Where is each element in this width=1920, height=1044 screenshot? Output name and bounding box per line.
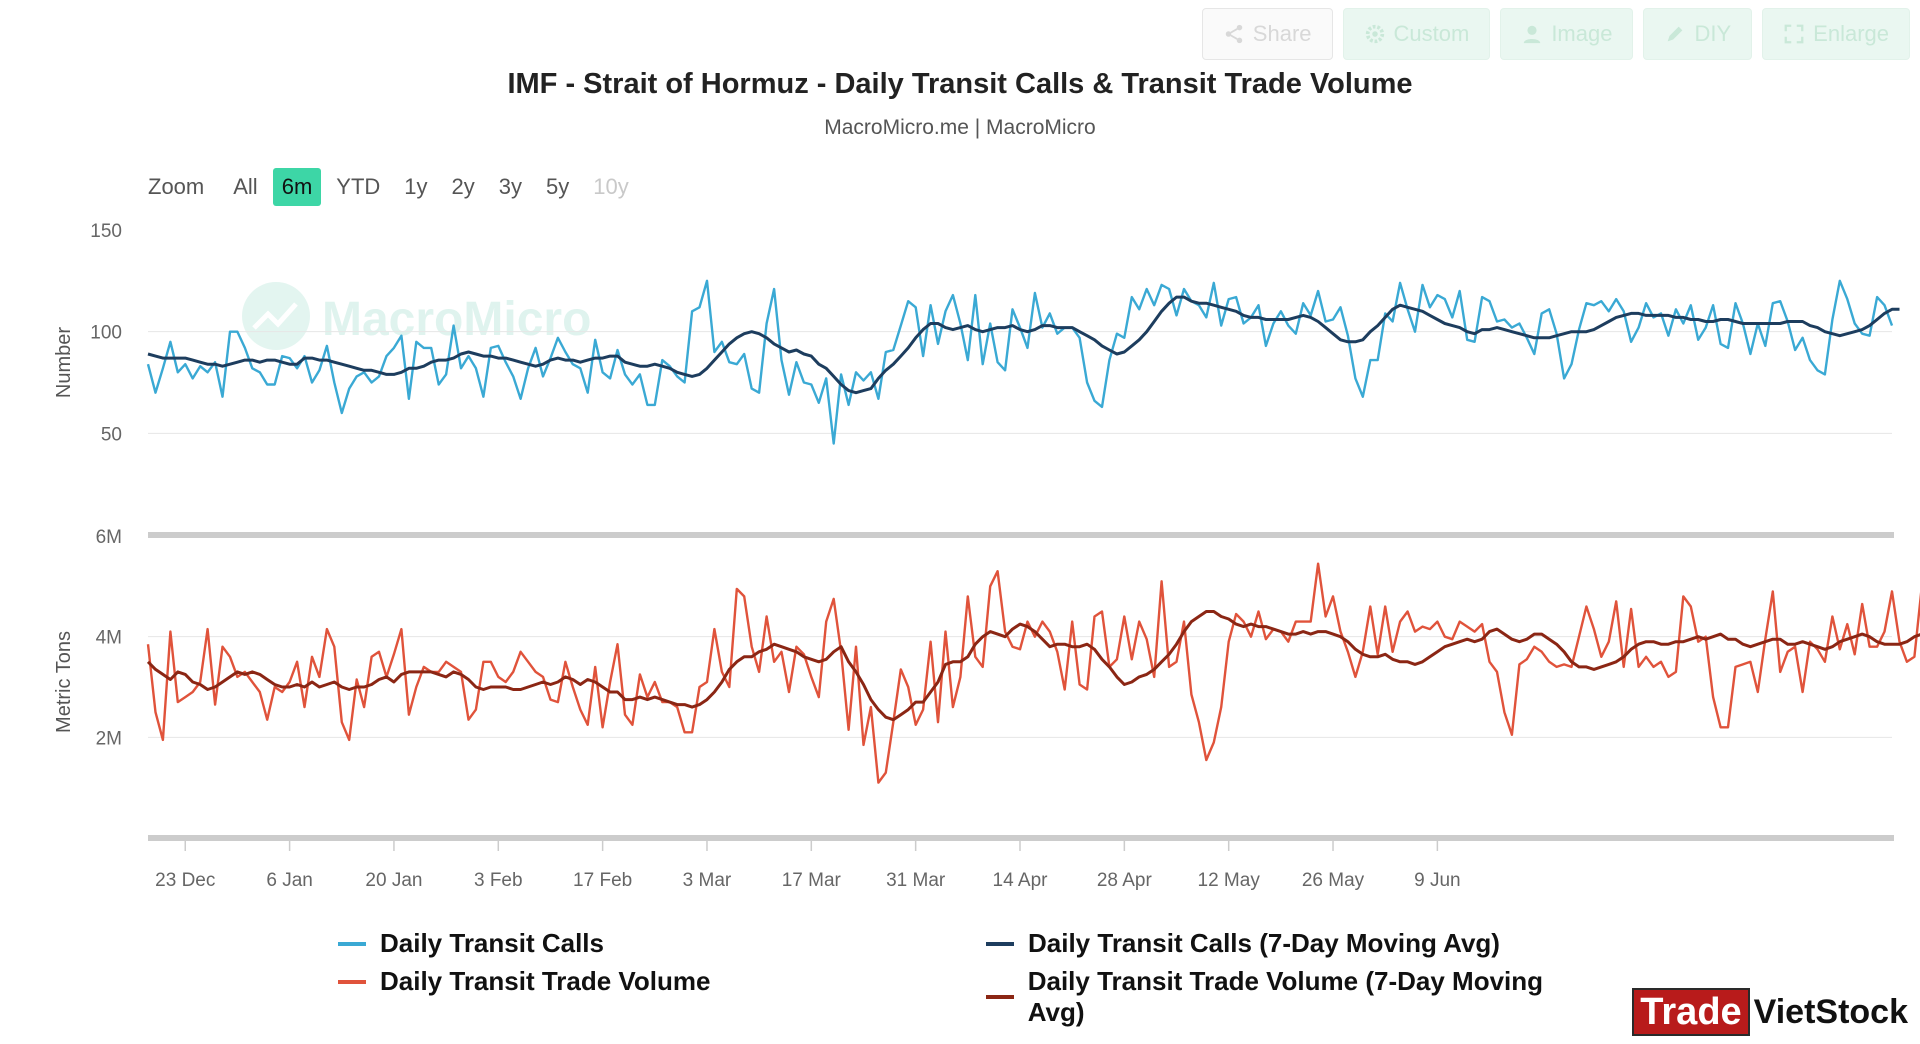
- chart-layer: 50 100 150 Number 2M 4M 6M Metric Tons 23 Dec 6 J…: [53, 221, 1920, 891]
- legend-swatch-calls-ma: [986, 941, 1014, 946]
- y-tick-label: 4M: [96, 628, 122, 649]
- legend-swatch-volume: [338, 979, 366, 984]
- enlarge-label: Enlarge: [1813, 21, 1889, 46]
- brand-part2: VietStock: [1753, 992, 1908, 1031]
- series-line-calls: [146, 279, 1894, 445]
- legend-label-volume-ma: Daily Transit Trade Volume (7-Day Moving…: [1027, 966, 1544, 1027]
- image-button[interactable]: Image: [1500, 8, 1634, 60]
- watermark-logo-icon: [242, 282, 310, 350]
- zoom-selector: Zoom All 6m YTD 1y 2y 3y 5y 10y: [148, 168, 638, 206]
- x-tick-label: 26 May: [1302, 870, 1365, 891]
- zoom-5y-button[interactable]: 5y: [546, 174, 570, 199]
- legend-label-calls: Daily Transit Calls: [380, 928, 604, 958]
- zoom-label: Zoom: [148, 174, 205, 199]
- y-axis-label: Metric Tons: [53, 631, 75, 733]
- y-tick-label: 150: [90, 221, 122, 242]
- legend-label-volume: Daily Transit Trade Volume: [380, 966, 711, 996]
- chart-title: IMF - Strait of Hormuz - Daily Transit C…: [507, 68, 1413, 100]
- y-tick-label: 2M: [96, 728, 122, 749]
- panel-separator: [148, 835, 1894, 841]
- y-tick-label: 50: [101, 424, 122, 445]
- chart-toolbar: Share Custom Image DIY Enlarge: [1201, 8, 1910, 60]
- x-tick-label: 17 Mar: [782, 870, 842, 891]
- x-tick-label: 23 Dec: [155, 870, 215, 891]
- zoom-all-button[interactable]: All: [233, 174, 258, 199]
- x-tick-label: 31 Mar: [886, 870, 946, 891]
- x-tick-label: 28 Apr: [1097, 870, 1153, 891]
- enlarge-button[interactable]: Enlarge: [1762, 8, 1910, 60]
- zoom-1y-button[interactable]: 1y: [404, 174, 428, 199]
- custom-label: Custom: [1393, 21, 1470, 46]
- y-axis-label: Number: [53, 327, 75, 398]
- diy-label: DIY: [1694, 21, 1732, 46]
- legend-label-calls-ma: Daily Transit Calls (7-Day Moving Avg): [1028, 928, 1500, 958]
- legend-item-calls-ma[interactable]: Daily Transit Calls (7-Day Moving Avg): [986, 928, 1500, 959]
- x-tick-label: 9 Jun: [1414, 870, 1460, 891]
- zoom-10y-button: 10y: [593, 174, 629, 199]
- series-line-volume-ma: [146, 610, 1920, 722]
- chart-subtitle: MacroMicro.me | MacroMicro: [824, 116, 1096, 139]
- expand-icon: [1784, 24, 1804, 44]
- panel-separator: [148, 532, 1894, 538]
- series-line-calls-ma: [147, 295, 1900, 395]
- share-button[interactable]: Share: [1201, 8, 1333, 60]
- image-label: Image: [1551, 21, 1613, 46]
- legend-item-calls[interactable]: Daily Transit Calls: [338, 928, 604, 959]
- x-tick-label: 20 Jan: [365, 870, 422, 891]
- x-tick-label: 3 Feb: [474, 870, 523, 891]
- zoom-6m-button[interactable]: 6m: [272, 168, 322, 206]
- legend-swatch-calls: [338, 941, 366, 946]
- x-tick-label: 17 Feb: [573, 870, 632, 891]
- pencil-icon: [1668, 26, 1683, 42]
- series-line-volume: [146, 562, 1920, 784]
- legend-item-volume-ma[interactable]: Daily Transit Trade Volume (7-Day Moving…: [986, 966, 1600, 1028]
- brand-part1: Trade: [1632, 988, 1750, 1036]
- x-tick-label: 12 May: [1198, 870, 1261, 891]
- x-tick-label: 3 Mar: [683, 870, 732, 891]
- x-tick-label: 6 Jan: [266, 870, 312, 891]
- tradevietstock-logo: Trade VietStock: [1632, 988, 1908, 1036]
- gear-icon: [1365, 24, 1384, 44]
- user-icon: [1524, 25, 1541, 44]
- share-label: Share: [1252, 21, 1312, 46]
- y-tick-label: 100: [90, 323, 122, 344]
- legend-item-volume[interactable]: Daily Transit Trade Volume: [338, 966, 710, 997]
- zoom-2y-button[interactable]: 2y: [451, 174, 475, 199]
- share-icon: [1225, 24, 1243, 44]
- zoom-3y-button[interactable]: 3y: [498, 174, 523, 199]
- x-tick-label: 14 Apr: [993, 870, 1049, 891]
- zoom-ytd-button[interactable]: YTD: [336, 174, 381, 199]
- y-tick-label: 6M: [96, 527, 122, 548]
- legend-swatch-volume-ma: [986, 995, 1014, 999]
- diy-button[interactable]: DIY: [1643, 8, 1753, 60]
- custom-button[interactable]: Custom: [1342, 8, 1491, 60]
